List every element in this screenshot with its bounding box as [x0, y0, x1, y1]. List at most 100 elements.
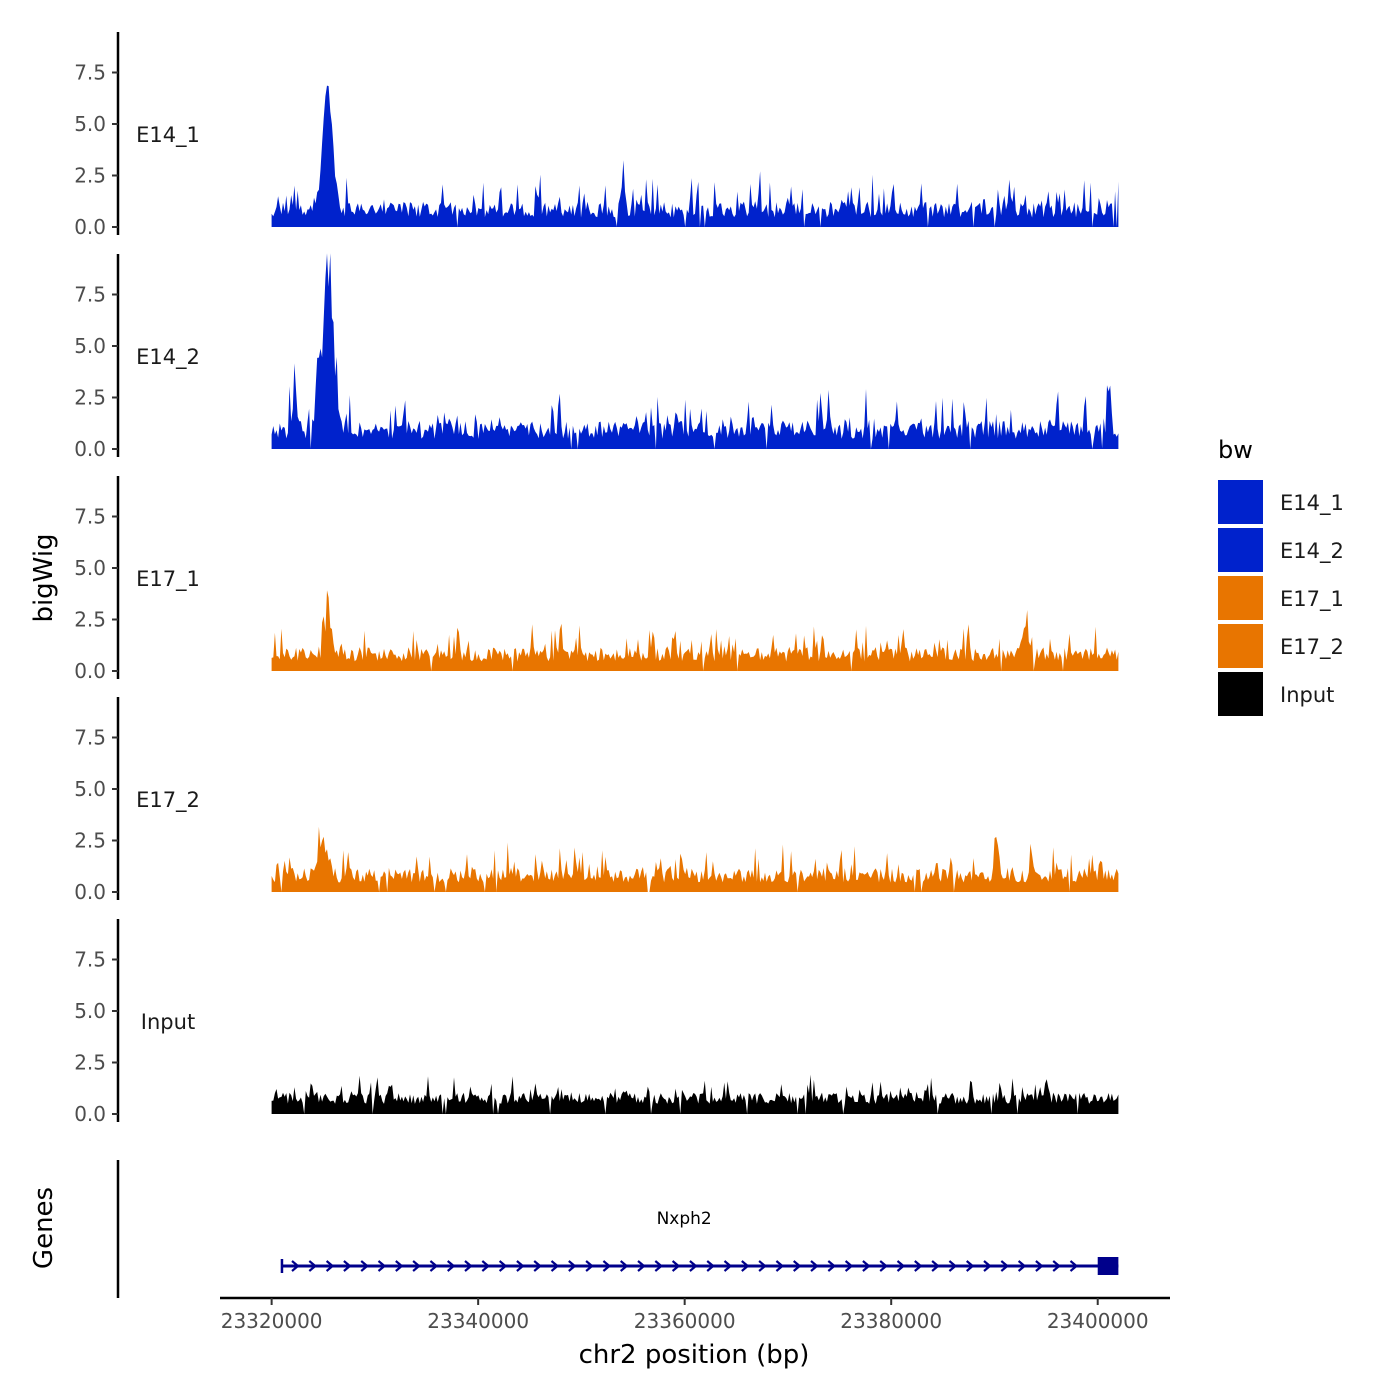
bigwig-tracks: 0.0 2.5 5.0 7.5 E14_1 0.0 2.5 5.0 7.5 E14_2 0.0 2.5… — [74, 32, 1119, 1126]
strand-arrow — [914, 1260, 923, 1272]
strand-arrow — [343, 1260, 352, 1272]
strand-arrow — [446, 1260, 456, 1272]
strand-arrow — [291, 1260, 300, 1272]
strand-arrow — [637, 1260, 646, 1272]
legend-label: E14_1 — [1280, 491, 1344, 516]
gene-name-label: Nxph2 — [657, 1209, 712, 1229]
strand-arrow — [758, 1260, 767, 1272]
legend-label: E17_1 — [1280, 587, 1344, 612]
y-tick-label: 0.0 — [74, 880, 106, 904]
strand-arrow — [1017, 1260, 1027, 1272]
strand-arrow — [827, 1260, 837, 1272]
y-tick-label: 5.0 — [74, 556, 106, 580]
y-tick-label: 5.0 — [74, 999, 106, 1023]
y-tick-label: 0.0 — [74, 437, 106, 461]
strand-arrow — [1035, 1260, 1044, 1272]
strand-arrow — [325, 1260, 335, 1272]
track-E14_2: 0.0 2.5 5.0 7.5 E14_2 — [74, 253, 1119, 461]
x-tick-label: 23340000 — [427, 1309, 529, 1333]
strand-arrow — [810, 1260, 819, 1272]
genes-axis-title: Genes — [29, 1187, 59, 1269]
strand-arrow — [429, 1260, 439, 1272]
legend: bw E14_1 E14_2 E17_1 E17_2 Input — [1218, 436, 1344, 716]
strand-arrow — [706, 1260, 715, 1272]
strand-arrow — [533, 1260, 542, 1272]
x-tick-label: 23320000 — [221, 1309, 323, 1333]
track-E17_2: 0.0 2.5 5.0 7.5 E17_2 — [74, 697, 1119, 904]
legend-label: E14_2 — [1280, 539, 1344, 564]
strand-arrow — [395, 1260, 404, 1272]
legend-swatch — [1218, 624, 1263, 668]
strand-arrow — [741, 1260, 750, 1272]
gene-exon — [1097, 1257, 1119, 1275]
strand-arrow — [481, 1260, 491, 1272]
strand-arrow — [308, 1260, 318, 1272]
y-tick-label: 2.5 — [74, 829, 106, 853]
strand-arrow — [983, 1260, 992, 1272]
strand-arrow — [568, 1260, 577, 1272]
strand-arrow — [498, 1260, 508, 1272]
signal-area — [271, 253, 1119, 449]
strand-arrow — [550, 1260, 560, 1272]
y-tick-label: 7.5 — [74, 948, 106, 972]
genes-panel: Nxph2 — [116, 1160, 1119, 1298]
strand-arrow — [965, 1260, 975, 1272]
track-E14_1: 0.0 2.5 5.0 7.5 E14_1 — [74, 32, 1119, 239]
strand-arrow — [671, 1260, 681, 1272]
legend-label: E17_2 — [1280, 635, 1344, 660]
y-tick-label: 5.0 — [74, 777, 106, 801]
strand-arrow — [775, 1260, 785, 1272]
y-tick-label: 7.5 — [74, 726, 106, 750]
strand-arrow — [896, 1260, 906, 1272]
strand-arrow — [464, 1260, 473, 1272]
track-label: Input — [141, 1010, 195, 1034]
strand-arrow — [1052, 1260, 1061, 1272]
y-tick-label: 7.5 — [74, 61, 106, 85]
y-tick-label: 7.5 — [74, 283, 106, 307]
track-label: E14_2 — [136, 345, 200, 370]
x-tick-label: 23400000 — [1047, 1309, 1149, 1333]
y-tick-label: 5.0 — [74, 334, 106, 358]
strand-arrow — [516, 1260, 525, 1272]
legend-swatch — [1218, 480, 1263, 524]
strand-arrow — [862, 1260, 871, 1272]
strand-arrow — [412, 1260, 421, 1272]
y-tick-label: 2.5 — [74, 386, 106, 410]
legend-label: Input — [1280, 683, 1334, 707]
x-axis: 23320000 23340000 23360000 23380000 23400000 — [220, 1296, 1170, 1333]
y-tick-label: 2.5 — [74, 608, 106, 632]
strand-arrow — [654, 1260, 664, 1272]
strand-arrow — [1000, 1260, 1010, 1272]
y-tick-label: 2.5 — [74, 164, 106, 188]
strand-arrow — [879, 1260, 888, 1272]
signal-area — [271, 1074, 1119, 1114]
track-Input: 0.0 2.5 5.0 7.5 Input — [74, 919, 1119, 1126]
legend-swatch — [1218, 528, 1263, 572]
y-tick-label: 2.5 — [74, 1051, 106, 1075]
legend-swatch — [1218, 672, 1263, 716]
strand-arrow — [360, 1260, 369, 1272]
y-tick-label: 0.0 — [74, 1102, 106, 1126]
track-E17_1: 0.0 2.5 5.0 7.5 E17_1 — [74, 476, 1119, 683]
strand-arrow — [1069, 1260, 1079, 1272]
track-label: E17_2 — [136, 788, 200, 813]
y-axis-title: bigWig — [29, 533, 59, 622]
y-tick-label: 5.0 — [74, 112, 106, 136]
signal-area — [271, 590, 1119, 671]
strand-arrow — [792, 1260, 802, 1272]
signal-area — [271, 85, 1119, 227]
strand-arrow — [723, 1260, 733, 1272]
legend-title: bw — [1218, 436, 1253, 464]
strand-arrow — [931, 1260, 940, 1272]
strand-arrow — [689, 1260, 698, 1272]
strand-arrow — [585, 1260, 594, 1272]
track-label: E17_1 — [136, 567, 200, 592]
x-tick-label: 23360000 — [634, 1309, 736, 1333]
strand-arrow — [377, 1260, 387, 1272]
x-axis-title: chr2 position (bp) — [579, 1340, 810, 1370]
legend-swatch — [1218, 576, 1263, 620]
strand-arrow — [948, 1260, 958, 1272]
strand-arrow — [844, 1260, 854, 1272]
y-tick-label: 0.0 — [74, 659, 106, 683]
